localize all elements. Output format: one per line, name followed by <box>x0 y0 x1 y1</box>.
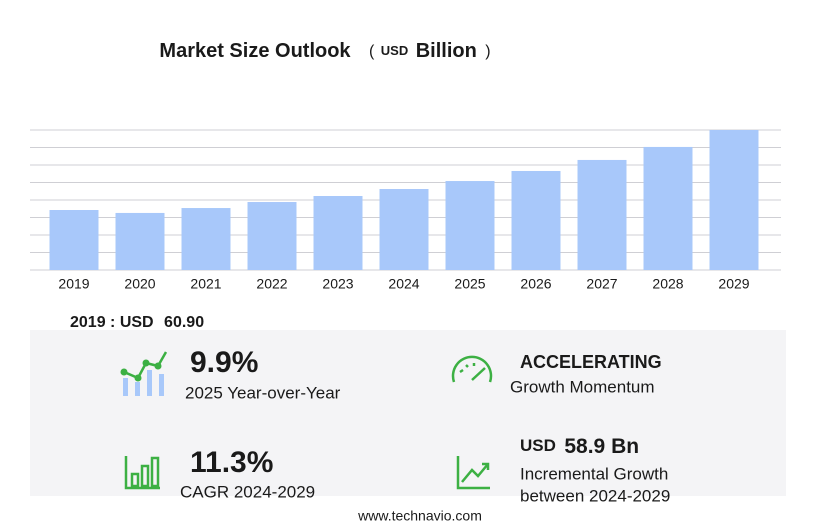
bar <box>643 146 693 270</box>
base-year-label: 2019 : USD <box>70 314 154 331</box>
increment-icon <box>456 456 490 490</box>
stat-label: 2025 Year-over-Year <box>185 383 341 402</box>
x-tick-label: 2023 <box>322 276 353 292</box>
stat-label: CAGR 2024-2029 <box>180 482 315 501</box>
stat-value-unit: USD <box>520 436 556 455</box>
x-tick-label: 2025 <box>454 276 485 292</box>
bar <box>445 181 495 270</box>
stat-value: USD 58.9 Bn <box>520 435 639 458</box>
x-tick-label: 2021 <box>190 276 221 292</box>
stat-label: Growth Momentum <box>510 377 655 396</box>
x-tick-label: 2019 <box>58 276 89 292</box>
x-tick-label: 2024 <box>388 276 419 292</box>
unit-close: ) <box>485 43 490 60</box>
bar <box>115 212 165 270</box>
x-tick-label: 2028 <box>652 276 683 292</box>
stats-panel <box>30 330 786 496</box>
x-tick-label: 2027 <box>586 276 617 292</box>
stat-value-number: 58.9 Bn <box>564 435 639 458</box>
unit-name: Billion <box>416 40 477 62</box>
bar <box>379 189 429 270</box>
base-year: 2019 : USD 60.90 <box>70 314 204 331</box>
footer: www.technavio.com <box>357 508 482 524</box>
stat-label: between 2024-2029 <box>520 486 670 505</box>
bar <box>577 159 627 270</box>
bar <box>511 170 561 270</box>
cagr-icon <box>124 456 160 490</box>
stat-value: 11.3% <box>190 446 273 479</box>
title-line: Market Size Outlook ( USD Billion ) <box>159 40 490 62</box>
bar <box>313 196 363 270</box>
x-tick-label: 2026 <box>520 276 551 292</box>
stat-value: 9.9% <box>190 346 258 379</box>
momentum-icon <box>451 355 493 383</box>
base-year-value: 60.90 <box>164 314 204 331</box>
unit-open: ( <box>369 43 375 60</box>
stat-value: ACCELERATING <box>520 352 662 372</box>
x-tick-label: 2022 <box>256 276 287 292</box>
bar <box>181 208 231 270</box>
x-tick-label: 2020 <box>124 276 155 292</box>
bar <box>49 210 99 270</box>
bar <box>247 202 297 270</box>
x-tick-label: 2029 <box>718 276 749 292</box>
chart-title: Market Size Outlook <box>159 40 351 62</box>
yoy-icon <box>120 351 168 396</box>
stat-label: Incremental Growth <box>520 464 668 483</box>
bar <box>709 130 759 270</box>
unit-currency: USD <box>381 43 408 58</box>
